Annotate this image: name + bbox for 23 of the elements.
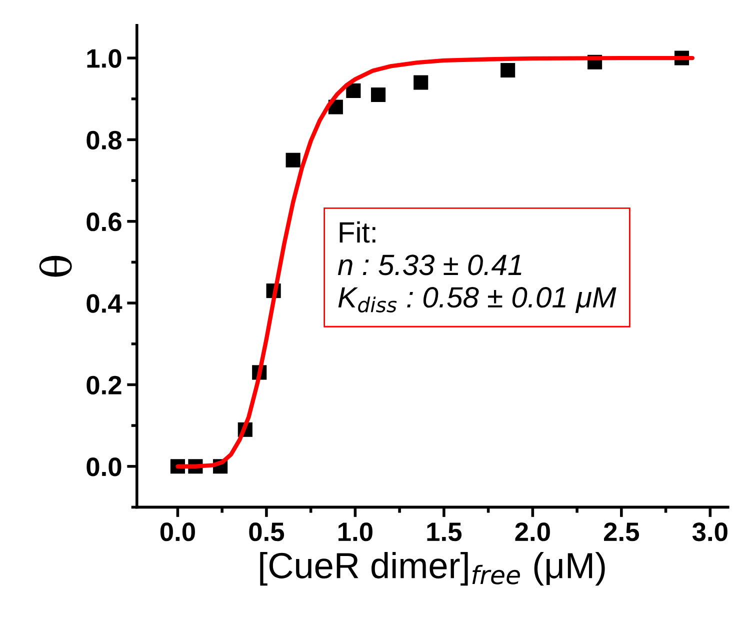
x-tick-label: 0.0	[160, 522, 195, 542]
y-tick-label: 1.0	[87, 49, 122, 68]
annotation: n : 5.33 ± 0.41	[338, 254, 522, 276]
point	[286, 152, 300, 168]
point	[370, 87, 386, 102]
x-tick-label: 0.5	[249, 522, 284, 542]
x-tick-label: 2.0	[515, 522, 550, 542]
x-tick-label: 1.5	[427, 522, 462, 542]
x-tick-label: 2.5	[604, 522, 640, 542]
y-tick-label: 0.4	[86, 294, 122, 313]
y-axis-title: θ	[39, 256, 72, 277]
x-axis-title: [CueR dimer]$_{free}$ (μM)	[260, 552, 605, 586]
point	[414, 75, 428, 90]
x-tick-label: 3.0	[692, 522, 728, 542]
annotation: Fit:	[340, 221, 376, 243]
y-tick-label: 0.8	[86, 130, 122, 150]
y-tick-label: 0.0	[86, 458, 122, 476]
point	[346, 83, 361, 98]
point	[500, 62, 516, 78]
annotation: K$_{diss}$ : 0.58 ± 0.01 μM	[338, 287, 616, 313]
y-tick-label: 0.2	[86, 376, 122, 395]
y-tick-label: 0.6	[86, 212, 122, 232]
x-tick-label: 1.0	[338, 522, 372, 542]
